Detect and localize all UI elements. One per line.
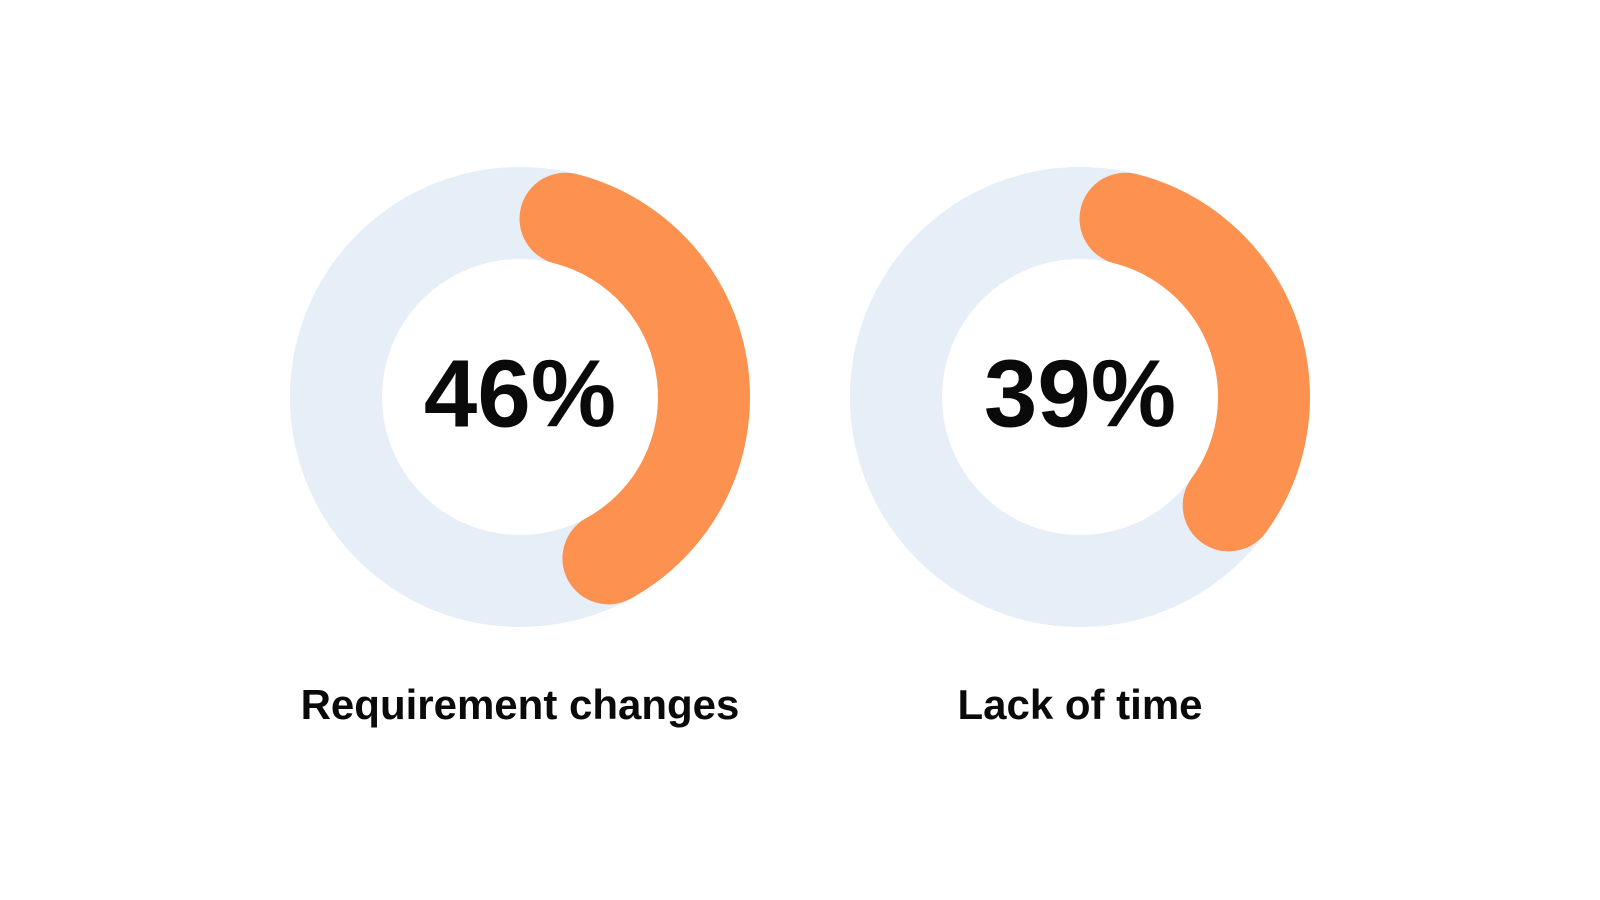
category-label: Requirement changes bbox=[301, 681, 740, 728]
donut-arc bbox=[519, 172, 750, 605]
category-label: Lack of time bbox=[957, 681, 1202, 728]
value-label: 39% bbox=[984, 340, 1176, 447]
donut-arc bbox=[1079, 172, 1310, 552]
value-label: 46% bbox=[424, 340, 616, 447]
